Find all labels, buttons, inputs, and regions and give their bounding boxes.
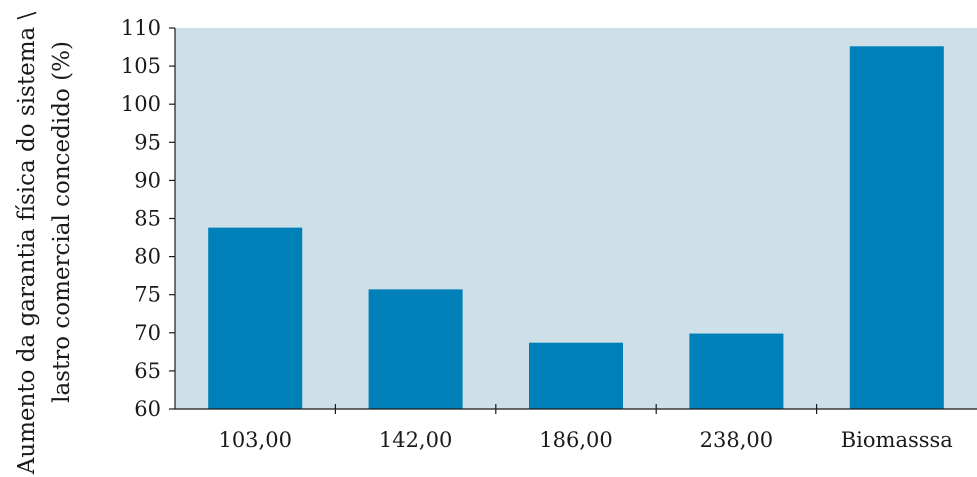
bar-0 — [208, 227, 303, 409]
y-tick-label: 60 — [134, 397, 161, 421]
bar-4 — [849, 46, 944, 410]
y-tick-label: 65 — [134, 359, 161, 383]
y-axis-label-line-2: lastro comercial concedido (%) — [49, 41, 75, 403]
x-axis-tick-labels: 103,00 142,00 186,00 238,00 Biomasssa — [218, 428, 952, 452]
y-tick-label: 100 — [121, 92, 161, 116]
x-tick-label: 142,00 — [379, 428, 452, 452]
bar-2 — [529, 342, 623, 409]
y-axis-ticks: 60 65 70 75 80 85 90 95 100 105 110 — [121, 16, 175, 421]
x-tick-label: Biomasssa — [841, 428, 953, 452]
x-tick-label: 238,00 — [700, 428, 773, 452]
y-tick-label: 80 — [134, 245, 161, 269]
y-tick-label: 110 — [121, 16, 161, 40]
y-tick-label: 75 — [134, 283, 161, 307]
x-axis-ticks — [334, 404, 818, 414]
y-tick-label: 105 — [121, 54, 161, 78]
bar-3 — [689, 333, 784, 409]
x-tick-label: 103,00 — [218, 428, 291, 452]
y-tick-label: 70 — [134, 321, 161, 345]
y-tick-label: 85 — [134, 207, 161, 231]
y-axis-label-line-1: Aumento da garantia física do sistema \ — [14, 11, 40, 475]
bar-1 — [368, 289, 463, 409]
bars-group — [208, 46, 944, 410]
x-tick-label: 186,00 — [539, 428, 612, 452]
y-tick-label: 95 — [134, 130, 161, 154]
y-tick-label: 90 — [134, 168, 161, 192]
